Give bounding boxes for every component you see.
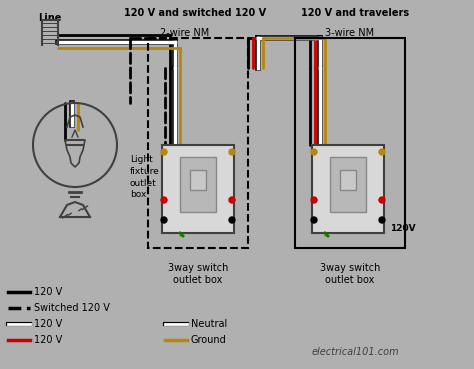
Circle shape	[229, 197, 235, 203]
Circle shape	[311, 149, 317, 155]
Text: 2-wire NM: 2-wire NM	[160, 28, 210, 38]
Circle shape	[161, 197, 167, 203]
Text: 3-wire NM: 3-wire NM	[326, 28, 374, 38]
Text: 120 V: 120 V	[34, 287, 62, 297]
Text: 120V: 120V	[390, 224, 416, 232]
Text: 120 V and travelers: 120 V and travelers	[301, 8, 409, 18]
Circle shape	[311, 217, 317, 223]
Circle shape	[229, 149, 235, 155]
Text: 3way switch
outlet box: 3way switch outlet box	[168, 263, 228, 285]
Bar	[180, 157, 216, 212]
Circle shape	[161, 149, 167, 155]
Circle shape	[311, 197, 317, 203]
Circle shape	[379, 149, 385, 155]
Text: Switched 120 V: Switched 120 V	[34, 303, 110, 313]
Text: 3way switch
outlet box: 3way switch outlet box	[320, 263, 380, 285]
Text: Ground: Ground	[191, 335, 227, 345]
Bar	[330, 157, 366, 212]
Text: electrical101.com: electrical101.com	[311, 347, 399, 357]
Bar	[148, 38, 248, 248]
Bar	[340, 170, 356, 190]
Text: Line: Line	[38, 13, 62, 23]
Bar	[190, 170, 206, 190]
Text: 120 V: 120 V	[34, 335, 62, 345]
Bar	[295, 38, 405, 248]
Circle shape	[161, 217, 167, 223]
Circle shape	[379, 217, 385, 223]
Text: 120 V and switched 120 V: 120 V and switched 120 V	[124, 8, 266, 18]
Circle shape	[379, 197, 385, 203]
Circle shape	[229, 217, 235, 223]
Text: Neutral: Neutral	[191, 319, 227, 329]
Text: 120 V: 120 V	[34, 319, 62, 329]
Bar	[162, 145, 234, 233]
Text: Light
fixture
outlet
box: Light fixture outlet box	[130, 155, 160, 199]
Bar	[312, 145, 384, 233]
